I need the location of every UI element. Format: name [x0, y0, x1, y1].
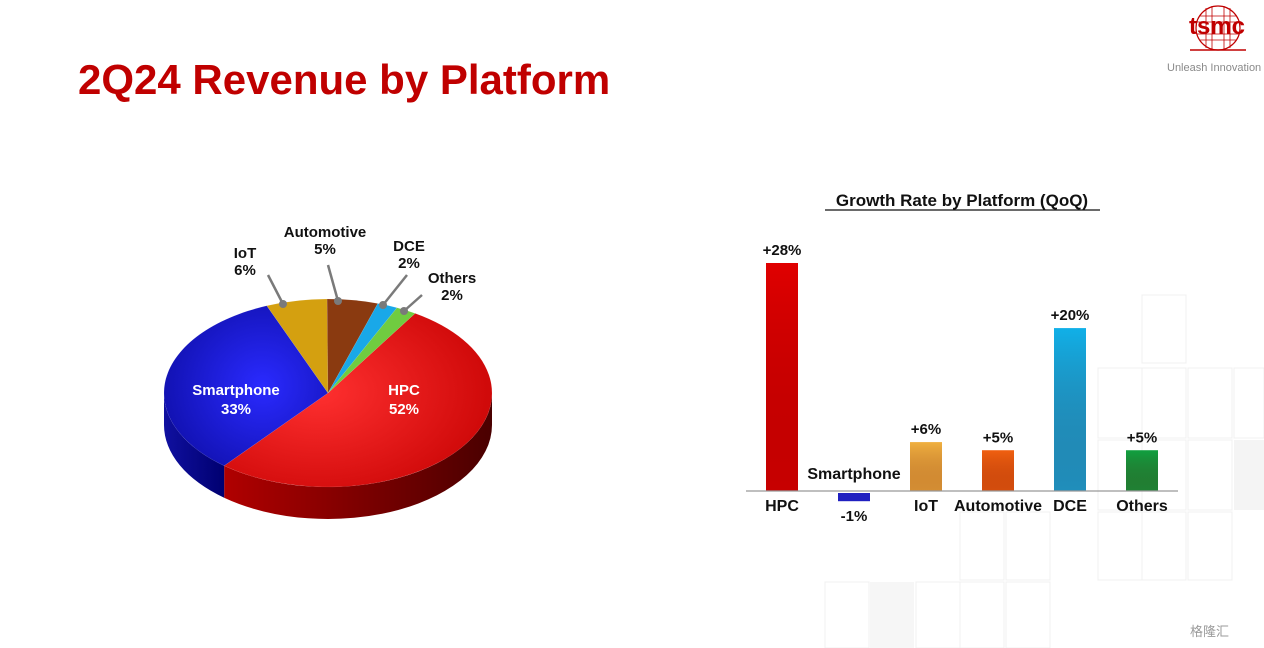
bar-shade-others	[1126, 450, 1158, 491]
growth-bar-chart: Growth Rate by Platform (QoQ) +28% HPC -1%…	[746, 191, 1178, 525]
leader-line-iot	[266, 274, 285, 305]
leader-line-others	[403, 294, 423, 312]
bar-value-iot: +6%	[911, 421, 941, 438]
leader-dot-iot	[279, 300, 287, 308]
pie-label-hpc: HPC	[388, 382, 420, 399]
pie-depth	[164, 393, 492, 519]
bar-category-smartphone: Smartphone	[807, 466, 900, 483]
pie-label-others: Others	[428, 270, 476, 287]
bar-value-dce: +20%	[1051, 307, 1090, 324]
pie-value-iot: 6%	[234, 262, 256, 279]
bar-shade-hpc	[766, 263, 798, 491]
bar-category-iot: IoT	[914, 498, 938, 515]
pie-value-dce: 2%	[398, 255, 420, 272]
pie-label-dce: DCE	[393, 238, 425, 255]
bar-value-others: +5%	[1127, 429, 1157, 446]
leader-line-automotive	[326, 264, 340, 302]
pie-side-hpc	[224, 393, 492, 519]
pie-side-smartphone	[164, 393, 225, 498]
pie-value-smartphone: 33%	[221, 401, 251, 418]
bar-category-dce: DCE	[1053, 498, 1087, 515]
bar-value-hpc: +28%	[763, 242, 802, 259]
bar-category-automotive: Automotive	[954, 498, 1042, 515]
bar-shade-automotive	[982, 450, 1014, 491]
pie-value-hpc: 52%	[389, 401, 419, 418]
pie-slice-hpc	[223, 313, 493, 488]
bar-chart-title: Growth Rate by Platform (QoQ)	[836, 191, 1088, 210]
pie-slice-automotive	[326, 298, 379, 394]
leader-dot-dce	[379, 301, 387, 309]
pie-label-automotive: Automotive	[284, 224, 367, 241]
bar-category-others: Others	[1116, 498, 1168, 515]
page-title: 2Q24 Revenue by Platform	[78, 56, 611, 103]
pie-slice-dce	[327, 303, 398, 394]
pie-value-others: 2%	[441, 287, 463, 304]
bar-shade-iot	[910, 442, 942, 491]
leader-dot-automotive	[334, 297, 342, 305]
pie-value-automotive: 5%	[314, 241, 336, 258]
tagline: Unleash Innovation	[1167, 62, 1262, 74]
logo-text: tsmc	[1189, 13, 1245, 40]
pie-slice-iot	[266, 298, 329, 394]
leader-dot-others	[400, 307, 408, 315]
bar-value-smartphone: -1%	[841, 508, 868, 525]
leader-line-dce	[382, 274, 408, 306]
pie-label-smartphone: Smartphone	[192, 382, 280, 399]
bar-shade-smartphone	[838, 493, 870, 502]
bar-value-automotive: +5%	[983, 429, 1013, 446]
background-tile-pattern	[824, 294, 1264, 648]
pie-slice-smartphone	[163, 305, 329, 467]
tsmc-logo: tsmc	[1189, 5, 1246, 51]
bar-category-hpc: HPC	[765, 498, 799, 515]
watermark: 格隆汇	[1190, 625, 1230, 640]
bar-shade-dce	[1054, 328, 1086, 491]
pie-label-iot: IoT	[234, 245, 257, 262]
